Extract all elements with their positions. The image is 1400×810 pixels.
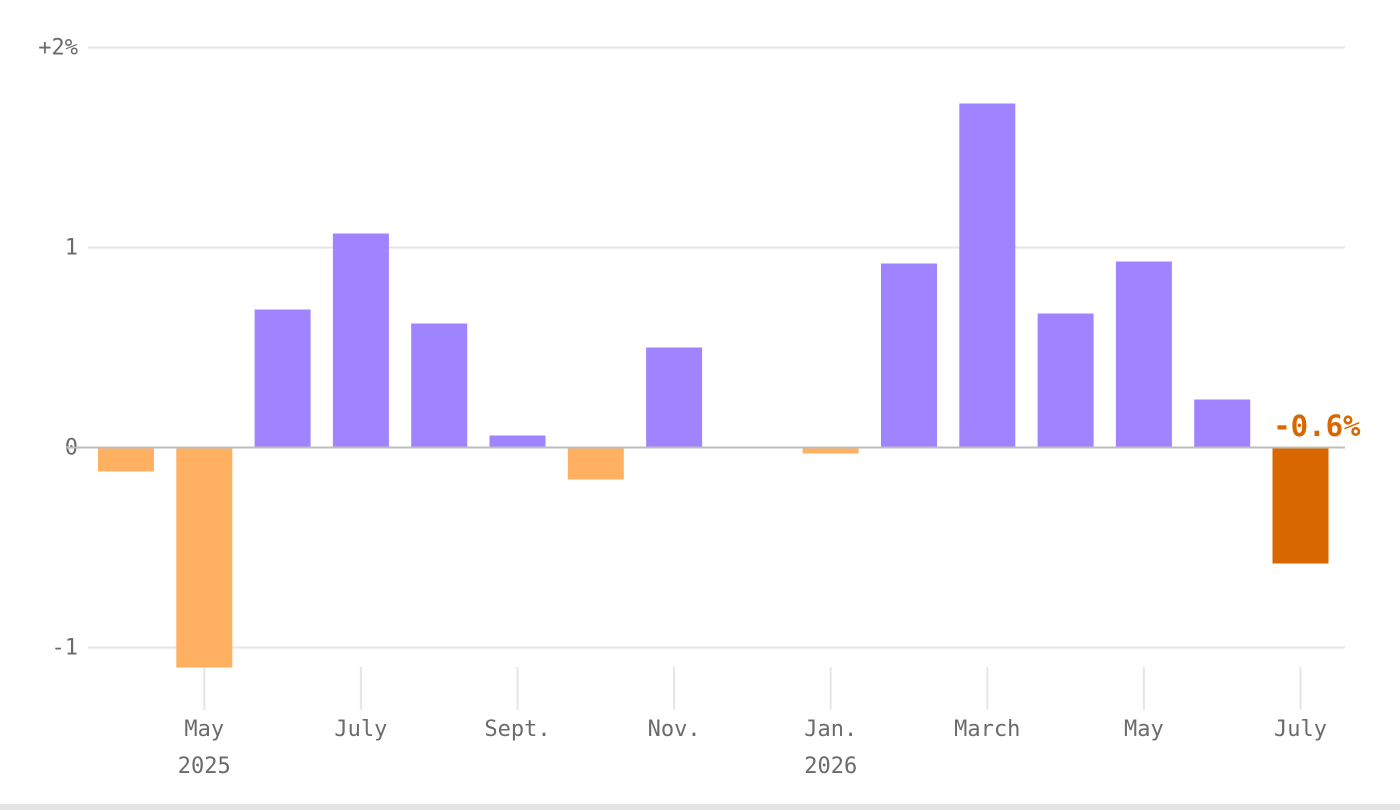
x-tick-year-label: 2025: [178, 754, 231, 779]
x-tick-label: July: [1274, 717, 1327, 742]
x-tick-label: May: [184, 717, 224, 742]
y-tick-label: +2%: [38, 36, 78, 61]
x-tick-year-label: 2026: [804, 754, 857, 779]
y-tick-label: 1: [65, 236, 78, 261]
bar: [881, 263, 937, 448]
bottom-divider: [0, 804, 1400, 810]
x-tick-label: March: [954, 717, 1020, 742]
annotation: -0.6%: [1270, 406, 1364, 446]
x-tick-label: Nov.: [648, 717, 701, 742]
bar: [1115, 261, 1172, 448]
bar: [1037, 313, 1094, 448]
bar: [254, 309, 311, 448]
bar: [802, 447, 859, 454]
y-tick-label: -1: [52, 636, 79, 661]
bar: [1194, 399, 1251, 448]
bars: [98, 103, 1329, 668]
bar: [489, 435, 546, 448]
x-axis-labels: May 2025 July Sept. Nov. Jan. 2026 March May July: [178, 717, 1327, 779]
bar: [646, 347, 703, 448]
bar: [1272, 447, 1329, 564]
grid-lines: [88, 46, 1345, 649]
bar: [959, 103, 1016, 448]
callout-value-label: -0.6%: [1273, 409, 1361, 443]
bar: [98, 447, 154, 472]
bar: [176, 447, 233, 668]
bar: [332, 233, 389, 448]
x-tick-label: Jan.: [804, 717, 857, 742]
x-tick-label: July: [334, 717, 387, 742]
x-axis-ticks: [203, 667, 1302, 710]
bar: [411, 323, 468, 448]
x-tick-label: Sept.: [484, 717, 550, 742]
x-tick-label: May: [1124, 717, 1164, 742]
y-axis-labels: +2%10-1: [38, 36, 78, 661]
bar: [567, 447, 624, 480]
